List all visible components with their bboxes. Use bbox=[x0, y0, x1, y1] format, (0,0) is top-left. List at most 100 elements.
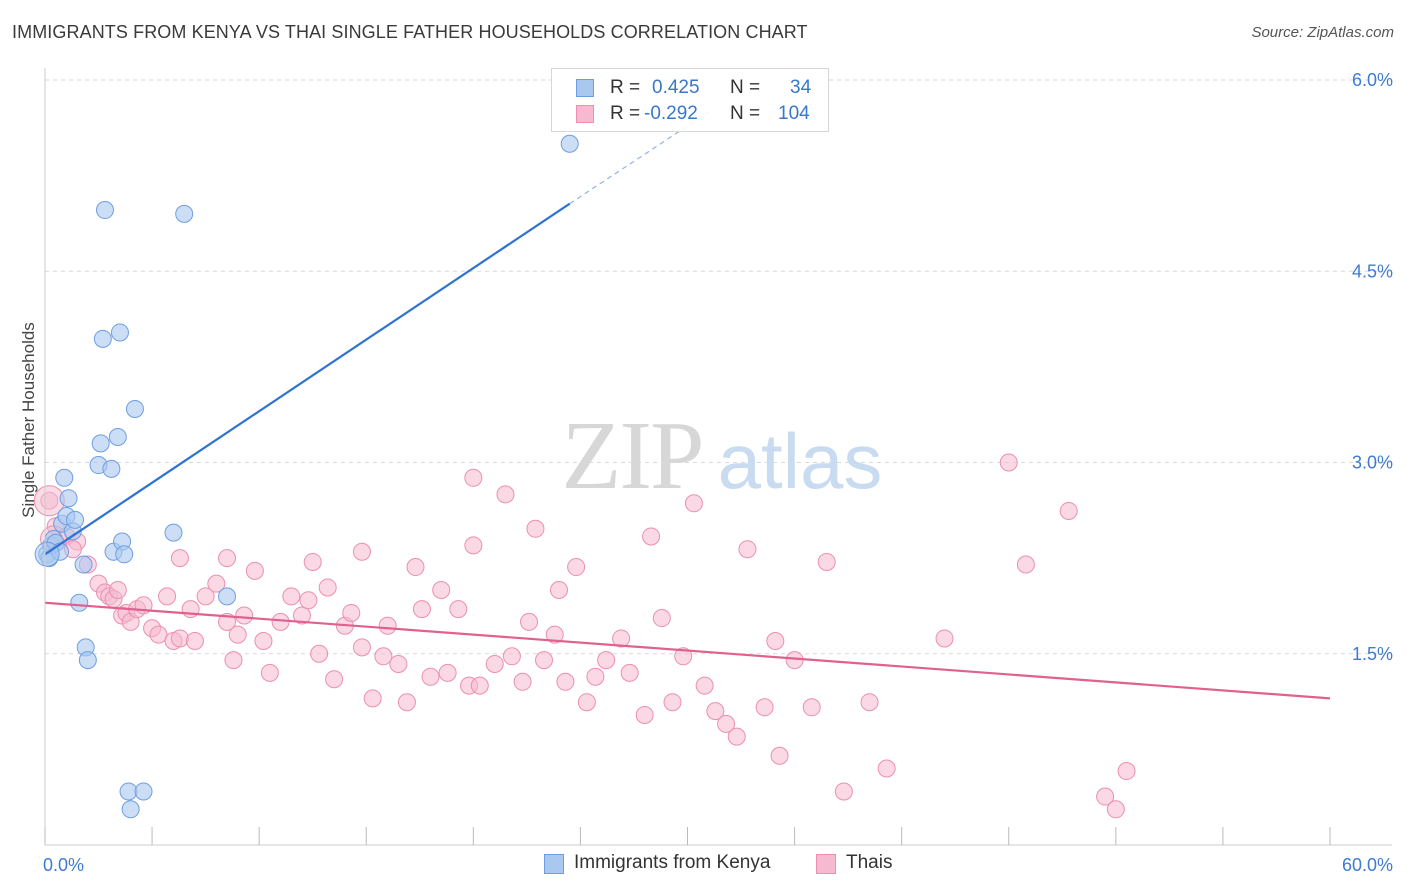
thai-point bbox=[485, 654, 504, 673]
y-tick-label: 4.5% bbox=[1352, 261, 1393, 281]
r-label: R = bbox=[610, 77, 641, 98]
thai-point bbox=[449, 600, 468, 619]
thai-point bbox=[556, 672, 575, 691]
thai-legend-label: Thais bbox=[846, 852, 893, 873]
thai-point bbox=[170, 629, 189, 648]
thai-point bbox=[502, 647, 521, 666]
thai-point bbox=[421, 667, 440, 686]
kenya-swatch bbox=[576, 79, 594, 97]
thai-point bbox=[412, 600, 431, 619]
thai-point bbox=[550, 581, 568, 599]
thai-point bbox=[108, 581, 127, 599]
thai-point bbox=[310, 644, 329, 663]
kenya-point bbox=[164, 523, 183, 542]
kenya-point bbox=[125, 399, 144, 418]
thai-point bbox=[642, 527, 661, 546]
thai-point bbox=[293, 606, 311, 625]
n-label: N = bbox=[730, 103, 761, 124]
thai-point bbox=[158, 587, 177, 606]
thai-point bbox=[397, 693, 416, 712]
kenya-point bbox=[55, 468, 74, 487]
thai-point bbox=[406, 558, 425, 577]
kenya-legend-swatch bbox=[544, 854, 564, 874]
thai-point bbox=[1117, 762, 1136, 781]
thai-point bbox=[727, 727, 746, 746]
thai-point bbox=[299, 591, 318, 610]
thai-point bbox=[260, 663, 279, 682]
thai-point bbox=[620, 663, 639, 682]
kenya-series bbox=[34, 134, 579, 819]
kenya-legend-label: Immigrants from Kenya bbox=[574, 852, 771, 873]
kenya-point bbox=[78, 651, 97, 670]
thai-point bbox=[438, 663, 457, 682]
thai-point bbox=[597, 651, 616, 670]
kenya-point bbox=[108, 428, 127, 446]
kenya-point bbox=[65, 510, 84, 529]
chart-title: IMMIGRANTS FROM KENYA VS THAI SINGLE FAT… bbox=[12, 22, 808, 42]
kenya-point bbox=[134, 782, 153, 801]
thai-point bbox=[706, 702, 725, 721]
kenya-point bbox=[102, 459, 121, 478]
thai-point bbox=[378, 616, 397, 635]
thai-point bbox=[817, 552, 836, 571]
thai-point bbox=[567, 558, 586, 577]
thai-point bbox=[586, 667, 605, 686]
thai-legend-swatch bbox=[816, 854, 836, 874]
thai-point bbox=[218, 549, 237, 568]
thai-point bbox=[535, 651, 554, 670]
thai-point bbox=[282, 587, 301, 606]
thai-point bbox=[766, 632, 785, 650]
y-tick-label: 6.0% bbox=[1352, 70, 1393, 90]
thai-point bbox=[342, 603, 361, 622]
thai-point bbox=[684, 494, 703, 513]
thai-point bbox=[999, 453, 1018, 472]
thai-point bbox=[695, 676, 714, 695]
stats-legend: R = 0.425 N = 34 R = -0.292 N = 104 bbox=[551, 68, 829, 132]
thai-point bbox=[207, 574, 226, 593]
thai-point bbox=[785, 651, 804, 670]
thai-point bbox=[363, 689, 382, 708]
kenya-point bbox=[175, 204, 194, 223]
kenya-point bbox=[119, 782, 138, 801]
thai-point bbox=[1016, 555, 1035, 574]
thai-point bbox=[526, 519, 545, 538]
thai-point bbox=[149, 625, 168, 644]
source-credit: Source: ZipAtlas.com bbox=[1251, 24, 1394, 41]
y-axis-label: Single Father Households bbox=[19, 322, 38, 518]
n-label: N = bbox=[730, 77, 761, 98]
kenya-trend-line bbox=[44, 202, 571, 556]
thai-point bbox=[1059, 501, 1078, 520]
kenya-point bbox=[59, 489, 78, 508]
thai-point bbox=[254, 632, 273, 650]
thai-point bbox=[1106, 800, 1125, 819]
kenya-point bbox=[121, 800, 140, 819]
thai-point bbox=[228, 625, 247, 644]
kenya-point bbox=[115, 545, 134, 564]
kenya-point bbox=[70, 593, 89, 612]
thai-point bbox=[577, 693, 596, 712]
thai-point bbox=[635, 705, 654, 724]
thai-point bbox=[612, 629, 631, 648]
thai-point bbox=[271, 612, 290, 631]
y-tick-label: 1.5% bbox=[1352, 644, 1393, 664]
thai-point bbox=[470, 676, 489, 695]
thai-point bbox=[513, 672, 532, 691]
thai-trend-line bbox=[44, 601, 1331, 700]
thai-point bbox=[770, 746, 789, 765]
thai-point bbox=[325, 670, 344, 689]
kenya-point bbox=[93, 329, 112, 348]
r-label: R = bbox=[610, 103, 641, 124]
thai-point bbox=[717, 714, 736, 733]
thai-point bbox=[224, 651, 243, 670]
thai-point bbox=[652, 609, 671, 628]
thai-point bbox=[352, 638, 371, 657]
thai-point bbox=[352, 542, 371, 561]
thai-r-value: -0.292 bbox=[644, 103, 698, 124]
thai-point bbox=[196, 587, 215, 606]
thai-point bbox=[245, 561, 264, 580]
thai-point bbox=[464, 468, 483, 487]
thai-point bbox=[802, 698, 821, 717]
y-tick-label: 3.0% bbox=[1352, 453, 1393, 473]
thai-point bbox=[755, 698, 774, 717]
